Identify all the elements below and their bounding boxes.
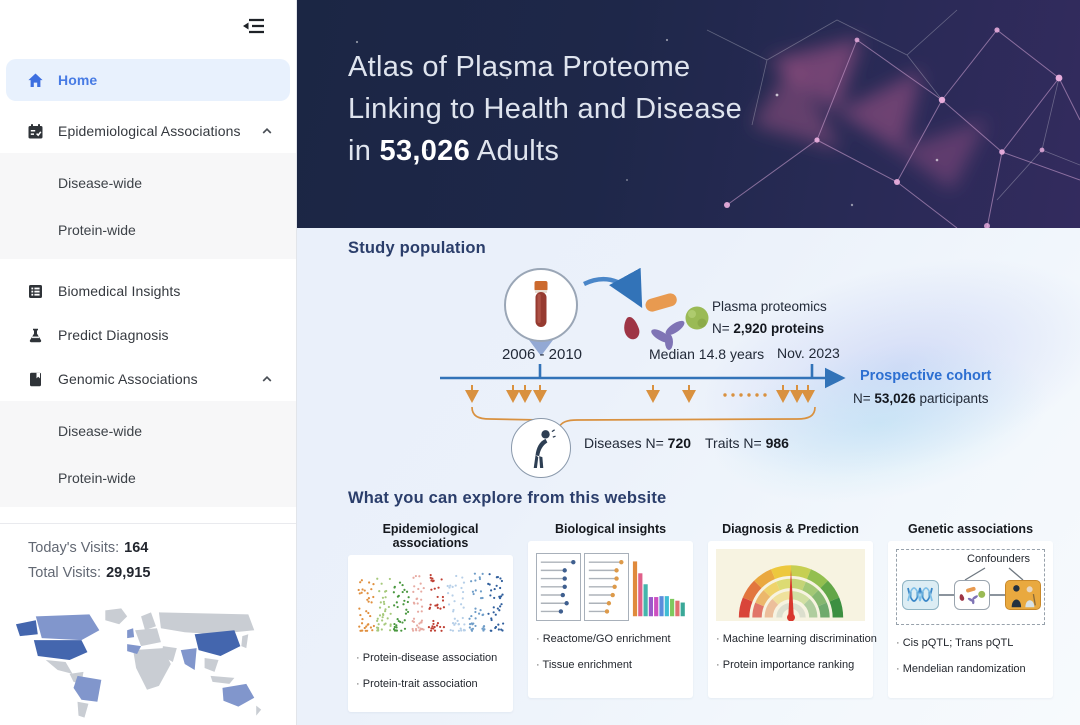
card-bullet: Protein-disease association	[356, 652, 505, 666]
protein-icon	[954, 580, 990, 610]
card-bullet: Reactome/GO enrichment	[536, 633, 685, 647]
card-genetic-associations[interactable]: Genetic associations Confounders	[888, 522, 1053, 712]
card-bullet: Mendelian randomization	[896, 663, 1045, 677]
sidebar-item-label: Biomedical Insights	[58, 283, 181, 299]
people-icon	[1005, 580, 1041, 610]
sidebar-header	[0, 0, 296, 55]
outcomes-counts: Diseases N= 720 Traits N= 986	[584, 435, 789, 451]
mendelian-randomization-illustration: Confounders	[896, 549, 1045, 625]
sidebar-item-label: Predict Diagnosis	[58, 327, 169, 343]
visitor-world-map	[10, 604, 288, 725]
bookmark-book-icon	[26, 370, 44, 388]
page-title: Atlas of Plasma Proteome Linking to Heal…	[348, 46, 742, 172]
sidebar: Home Epidemiological Associations	[0, 0, 297, 725]
study-population-heading: Study population	[348, 239, 486, 257]
baseline-period-label: 2006 - 2010	[501, 346, 583, 363]
sidebar-item-label: Epidemiological Associations	[58, 123, 241, 139]
sidebar-item-gen-protein-wide[interactable]: Protein-wide	[58, 469, 136, 486]
calendar-check-icon	[26, 122, 44, 140]
protein-blobs-icon	[624, 293, 709, 350]
home-icon	[26, 71, 44, 89]
todays-visits-value: 164	[124, 540, 149, 556]
sidebar-nav: Home Epidemiological Associations	[0, 55, 296, 507]
card-bullet: Protein-trait association	[356, 678, 505, 692]
enrichment-charts-illustration	[536, 549, 685, 621]
gauge-illustration	[716, 549, 865, 621]
visit-stats: Today's Visits: 164 Total Visits: 29,915	[0, 524, 296, 590]
sidebar-item-epi-protein-wide[interactable]: Protein-wide	[58, 221, 136, 238]
participant-count: 53,026	[379, 135, 471, 167]
feature-cards: Epidemiological associations Protein-dis…	[348, 522, 1053, 712]
hunched-person-icon	[533, 429, 556, 468]
sidebar-item-genomic-associations[interactable]: Genomic Associations	[0, 357, 296, 401]
connector-line	[939, 594, 954, 596]
sidebar-item-label: Home	[58, 72, 98, 88]
card-bullet: Tissue enrichment	[536, 659, 685, 673]
sidebar-item-predict-diagnosis[interactable]: Predict Diagnosis	[0, 313, 296, 357]
total-visits: Total Visits: 29,915	[28, 565, 296, 581]
sidebar-collapse-button[interactable]	[238, 11, 268, 44]
menu-fold-icon	[243, 18, 264, 34]
sidebar-item-epi-disease-wide[interactable]: Disease-wide	[58, 174, 143, 191]
explore-heading: What you can explore from this website	[348, 489, 667, 507]
study-section: Study population	[297, 220, 1080, 725]
card-bullet: Protein importance ranking	[716, 659, 865, 673]
card-bullet: Machine learning discrimination	[716, 633, 877, 647]
sidebar-item-home[interactable]: Home	[6, 59, 290, 101]
todays-visits-label: Today's Visits:	[28, 540, 120, 556]
sidebar-item-epidemiological-associations[interactable]: Epidemiological Associations	[0, 109, 296, 153]
title-line-3: in 53,026 Adults	[348, 135, 560, 167]
dna-icon	[902, 580, 939, 610]
total-visits-value: 29,915	[106, 565, 151, 581]
connector-line	[990, 594, 1005, 596]
manhattan-plot-illustration	[357, 572, 505, 632]
blood-tube-icon	[534, 281, 548, 327]
card-biological-insights[interactable]: Biological insights Reactome/GO enrichme…	[528, 522, 693, 712]
chevron-up-icon	[260, 372, 274, 386]
cohort-count: N= 53,026 participants	[853, 391, 989, 406]
blood-sample-badge	[504, 268, 578, 342]
card-diagnosis-prediction[interactable]: Diagnosis & Prediction	[708, 522, 877, 712]
card-title: Diagnosis & Prediction	[722, 522, 859, 536]
end-date-label: Nov. 2023	[777, 345, 840, 361]
total-visits-label: Total Visits:	[28, 565, 102, 581]
card-title: Biological insights	[554, 522, 667, 536]
chevron-up-icon	[260, 124, 274, 138]
title-line-2: Linking to Health and Disease	[348, 93, 742, 125]
flask-icon	[26, 326, 44, 344]
sidebar-subgroup-epidemiological: Disease-wide Protein-wide	[0, 153, 296, 259]
hero-banner: Atlas of Plasma Proteome Linking to Heal…	[297, 0, 1080, 228]
sidebar-item-biomedical-insights[interactable]: Biomedical Insights	[0, 269, 296, 313]
grid-list-icon	[26, 282, 44, 300]
title-line-1: Atlas of Plasma Proteome	[348, 51, 691, 83]
prospective-cohort-label: Prospective cohort	[860, 368, 992, 384]
patient-badge	[511, 418, 571, 478]
card-bullet: Cis pQTL; Trans pQTL	[896, 637, 1045, 651]
median-followup-label: Median 14.8 years	[649, 346, 765, 362]
pin-pointer	[529, 340, 553, 356]
todays-visits: Today's Visits: 164	[28, 540, 296, 556]
plasma-proteomics-count: N= 2,920 proteins	[712, 321, 825, 336]
main-content: Atlas of Plasma Proteome Linking to Heal…	[297, 0, 1080, 725]
confounders-label: Confounders	[967, 553, 1030, 565]
sidebar-item-label: Genomic Associations	[58, 371, 198, 387]
card-title: Genetic associations	[907, 522, 1034, 536]
sidebar-divider	[0, 523, 296, 524]
card-epidemiological-associations[interactable]: Epidemiological associations Protein-dis…	[348, 522, 513, 712]
plasma-proteomics-label: Plasma proteomics	[712, 299, 827, 314]
sidebar-subgroup-genomic: Disease-wide Protein-wide	[0, 401, 296, 507]
sidebar-item-gen-disease-wide[interactable]: Disease-wide	[58, 422, 143, 439]
card-title: Epidemiological associations	[382, 522, 479, 550]
